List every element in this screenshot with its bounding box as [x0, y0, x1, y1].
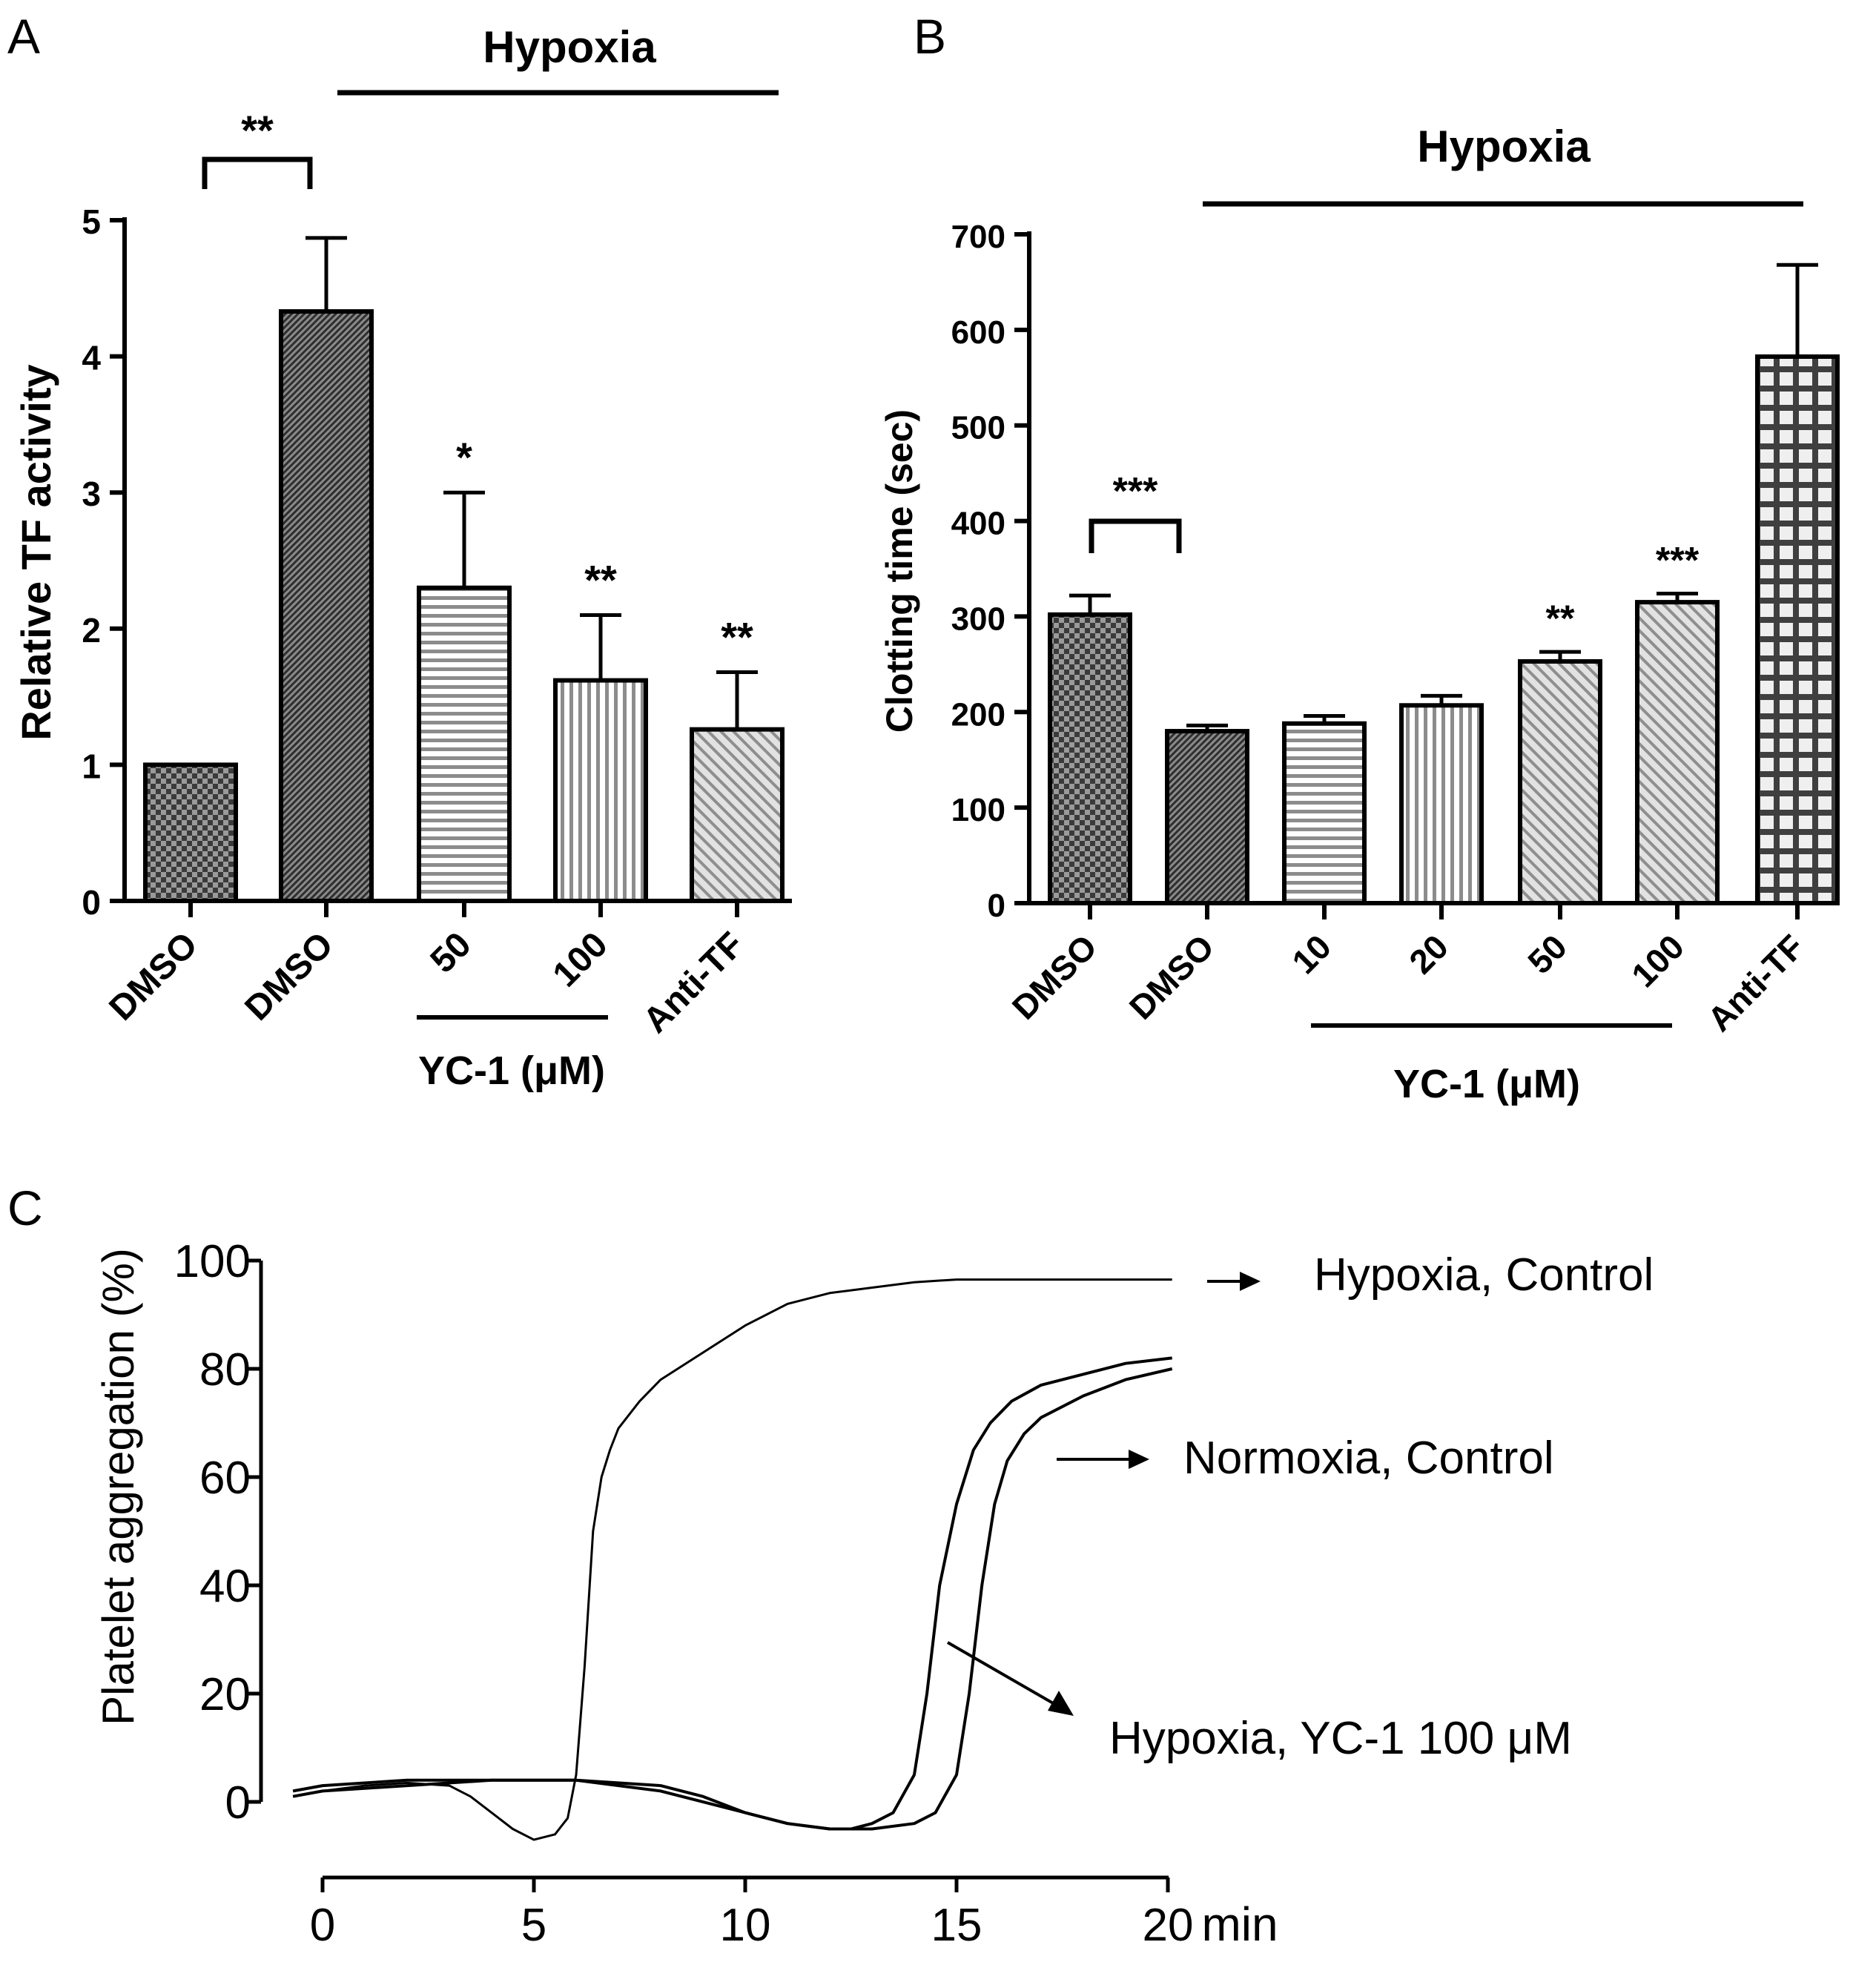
panel-b-hypoxia-label: Hypoxia	[1417, 122, 1591, 171]
hypoxia-yc1-trace	[292, 1367, 1173, 1831]
panel-a-significance: **	[721, 614, 753, 661]
normoxia-control-arrowhead	[1129, 1450, 1149, 1469]
panel-a-category-label: 50	[423, 925, 479, 980]
panel-b-bar	[1399, 703, 1484, 905]
normoxia-control-label: Normoxia, Control	[1183, 1433, 1554, 1484]
panel-c-y-tick-label: 60	[199, 1453, 251, 1504]
panel-b-category-label: DMSO	[1005, 927, 1104, 1026]
hypoxia-control-arrowhead	[1240, 1272, 1261, 1291]
panel-c-x-tick-label: 15	[931, 1900, 982, 1951]
panel-b-bar	[1165, 729, 1249, 905]
panel-b-significance: ***	[1656, 540, 1700, 581]
panel-b-y-tick-label: 200	[951, 696, 1005, 733]
panel-b-category-label: DMSO	[1122, 927, 1221, 1026]
panel-b-y-tick-label: 400	[951, 506, 1005, 542]
panel-b-category-label: 10	[1284, 927, 1338, 981]
panel-b-bar	[1518, 658, 1602, 906]
hypoxia-control-trace	[292, 1278, 1172, 1841]
panel-a-bar	[143, 762, 238, 904]
panel-b-bar	[1755, 354, 1840, 905]
panel-a-category-label: DMSO	[102, 925, 205, 1028]
panel-a-hypoxia-label: Hypoxia	[483, 22, 656, 72]
panel-b-letter: B	[914, 9, 946, 64]
panel-c-y-tick-label: 100	[174, 1236, 251, 1287]
panel-b-y-tick-label: 0	[988, 888, 1005, 924]
panel-b-y-tick-label: 300	[951, 601, 1005, 637]
panel-a-significance: *	[456, 434, 472, 480]
panel-b-y-axis-label: Clotting time (sec)	[879, 409, 920, 733]
panel-c-y-tick-label: 80	[199, 1344, 251, 1396]
panel-b-category-label: 100	[1624, 927, 1691, 994]
hypoxia-yc1-arrowhead	[1048, 1691, 1074, 1716]
hypoxia-control-label: Hypoxia, Control	[1314, 1249, 1654, 1301]
panel-c-x-tick-label: 0	[310, 1900, 335, 1951]
panel-a-bar	[690, 727, 785, 903]
normoxia-control-trace	[292, 1356, 1172, 1831]
hypoxia-yc1-label: Hypoxia, YC-1 100 μM	[1109, 1713, 1572, 1764]
panel-b-yc1-label: YC-1 (μM)	[1393, 1062, 1580, 1106]
panel-b-bar	[1635, 600, 1720, 905]
panel-a-bracket	[202, 156, 313, 189]
panel-b-y-tick-label: 700	[951, 219, 1005, 255]
panel-b-bar	[1282, 721, 1367, 906]
panel-b-bracket-label: ***	[1113, 470, 1158, 513]
panel-a-bar	[553, 678, 648, 903]
panel-b-bracket	[1089, 518, 1182, 553]
panel-c-y-tick-label: 20	[199, 1669, 251, 1720]
panel-a-y-tick-label: 1	[82, 747, 101, 785]
panel-c-x-tick-label: 5	[521, 1900, 546, 1951]
panel-a-yc1-label: YC-1 (μM)	[418, 1048, 605, 1093]
panel-a-bar	[279, 309, 374, 903]
panel-a-letter: A	[7, 9, 40, 64]
panel-b-y-tick-label: 100	[951, 792, 1005, 828]
panel-a-significance: **	[584, 556, 617, 603]
panel-b-y-tick-label: 500	[951, 410, 1005, 446]
panel-a-y-tick-label: 0	[82, 883, 101, 922]
panel-c-y-tick-label: 40	[199, 1561, 251, 1612]
panel-c-letter: C	[7, 1180, 43, 1235]
panel-b-significance: **	[1546, 598, 1575, 639]
panel-c-x-tick-label: 10	[720, 1900, 771, 1951]
panel-a-y-tick-label: 3	[82, 475, 101, 513]
panel-a-category-label: 100	[546, 925, 615, 994]
panel-a-y-tick-label: 4	[82, 339, 101, 377]
panel-b-category-label: Anti-TF	[1700, 927, 1812, 1039]
panel-a-y-axis-label: Relative TF activity	[13, 364, 59, 740]
panel-c-y-axis-label: Platelet aggregation (%)	[93, 1248, 143, 1725]
panel-b-bar	[1048, 612, 1132, 905]
panel-a-bar	[417, 585, 512, 903]
panel-b: Hypoxia Clotting time (sec) 0 100 200 300 40…	[879, 122, 1840, 1106]
hypoxia-yc1-arrow	[947, 1641, 1055, 1705]
panel-b-y-tick-label: 600	[951, 314, 1005, 351]
panel-c-x-axis-unit: min	[1201, 1898, 1278, 1951]
panel-c-x-tick-label: 20	[1143, 1900, 1194, 1951]
panel-a-category-label: Anti-TF	[636, 925, 752, 1040]
panel-a-bracket-label: **	[241, 107, 274, 153]
panel-c-y-tick-label: 0	[225, 1777, 251, 1829]
panel-b-category-label: 20	[1401, 927, 1456, 981]
panel-c: Platelet aggregation (%) 0 20 40 60 80 100 0 5…	[93, 1236, 1654, 1951]
panel-a-y-tick-label: 5	[82, 202, 101, 241]
panel-a-y-tick-label: 2	[82, 611, 101, 650]
panel-b-category-label: 50	[1520, 927, 1574, 981]
panel-a-category-label: DMSO	[237, 925, 340, 1028]
